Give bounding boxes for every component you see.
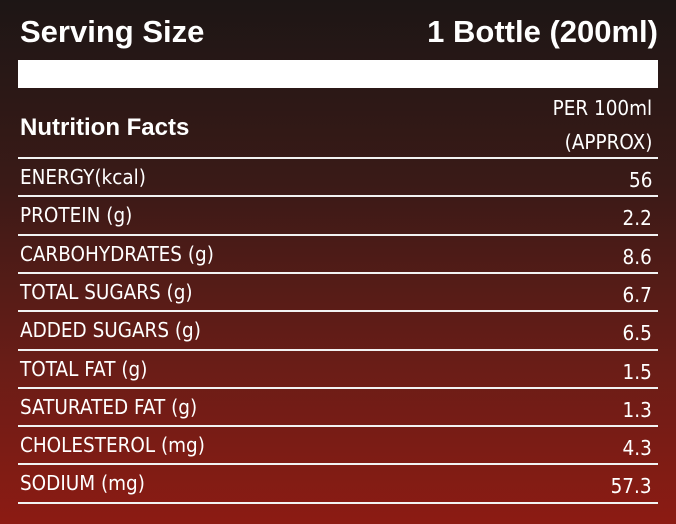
row-rule <box>18 348 658 351</box>
divider-bar <box>18 60 658 88</box>
row-rule <box>18 195 658 198</box>
nutrient-name: SATURATED FAT (g) <box>20 394 198 419</box>
nutrient-name: CARBOHYDRATES (g) <box>20 241 214 266</box>
serving-label: Serving Size <box>20 14 205 49</box>
serving-value: 1 Bottle (200ml) <box>427 14 658 49</box>
row-rule <box>18 463 658 466</box>
column-header: PER 100ml <box>552 96 652 120</box>
row-rule <box>18 425 658 428</box>
nutrient-value: 1.5 <box>622 359 652 384</box>
row-rule <box>18 157 658 159</box>
nutrient-name: TOTAL SUGARS (g) <box>20 279 193 304</box>
nutrient-value: 6.7 <box>622 282 652 307</box>
nutrient-value: 6.5 <box>622 321 652 346</box>
row-rule <box>18 233 658 236</box>
nutrient-value: 8.6 <box>622 244 652 269</box>
nutrient-name: ADDED SUGARS (g) <box>20 318 201 343</box>
nutrient-name: PROTEIN (g) <box>20 203 133 228</box>
row-rule <box>18 501 658 504</box>
nutrient-value: 2.2 <box>622 206 652 231</box>
nutrient-value: 1.3 <box>622 397 652 422</box>
nutrient-name: SODIUM (mg) <box>20 471 145 496</box>
row-rule <box>18 271 658 274</box>
nutrient-value: 57.3 <box>611 474 652 499</box>
nutrient-name: CHOLESTEROL (mg) <box>20 433 205 458</box>
row-rule <box>18 310 658 313</box>
nutrient-name: TOTAL FAT (g) <box>20 356 148 381</box>
nutrient-value: 4.3 <box>622 436 652 461</box>
column-header: (APPROX) <box>564 130 652 154</box>
row-rule <box>18 386 658 389</box>
nutrient-value: 56 <box>628 168 652 192</box>
table-title: Nutrition Facts <box>20 114 190 141</box>
nutrient-name: ENERGY(kcal) <box>20 165 146 189</box>
